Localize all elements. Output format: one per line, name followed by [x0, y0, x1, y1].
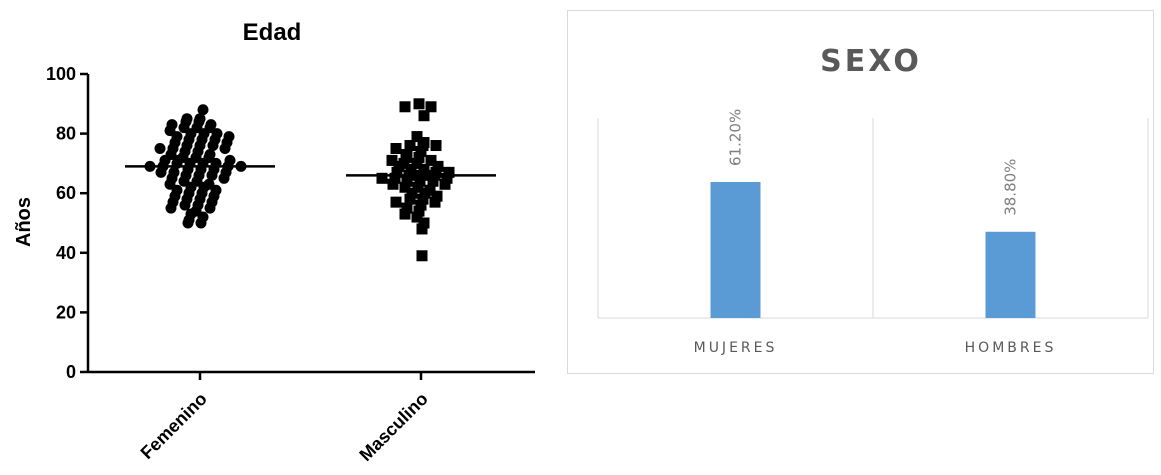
- bar-chart-bars: [710, 182, 1036, 318]
- scatter-point-masculino: [430, 140, 442, 152]
- scatter-point-masculino: [386, 154, 398, 166]
- bar-hombres: [985, 231, 1036, 318]
- scatter-point-masculino: [439, 178, 451, 190]
- scatter-y-tick-label: 80: [56, 124, 76, 144]
- scatter-point-masculino: [404, 140, 416, 152]
- scatter-category-label: Masculino: [355, 389, 431, 465]
- scatter-point-masculino: [415, 199, 427, 211]
- scatter-point-femenino: [204, 202, 216, 214]
- scatter-point-masculino: [416, 223, 428, 235]
- scatter-point-femenino: [207, 140, 219, 152]
- scatter-point-femenino: [182, 217, 194, 229]
- bar-data-label: 61.20%: [727, 109, 745, 166]
- scatter-point-femenino: [155, 166, 167, 178]
- bar-chart-category-labels: MUJERES HOMBRES: [694, 340, 1057, 356]
- scatter-point-masculino: [429, 196, 441, 208]
- scatter-point-masculino: [390, 196, 402, 208]
- scatter-point-femenino: [179, 199, 191, 211]
- scatter-point-masculino: [411, 211, 423, 223]
- bar-mujeres: [710, 182, 761, 318]
- scatter-point-masculino: [387, 178, 399, 190]
- scatter-y-tick-label: 0: [66, 362, 76, 382]
- scatter-point-masculino: [412, 181, 424, 193]
- scatter-y-tick-label: 60: [56, 183, 76, 203]
- scatter-point-masculino: [413, 205, 425, 217]
- scatter-chart-title: Edad: [243, 19, 302, 46]
- scatter-point-femenino: [195, 217, 207, 229]
- scatter-point-masculino: [417, 193, 429, 205]
- scatter-point-masculino: [406, 187, 418, 199]
- scatter-point-masculino: [414, 175, 426, 187]
- scatter-point-masculino: [425, 101, 437, 113]
- scatter-point-masculino: [413, 98, 425, 110]
- bar-data-label: 38.80%: [1002, 159, 1020, 216]
- scatter-y-tick-label: 40: [56, 243, 76, 263]
- sexo-bar-chart: SEXO 61.20% 38.80% MUJERES HOMBRES: [597, 44, 1149, 356]
- scatter-point-masculino: [401, 202, 413, 214]
- scatter-point-masculino: [404, 193, 416, 205]
- scatter-point-masculino: [418, 163, 430, 175]
- scatter-point-masculino: [411, 131, 423, 143]
- scatter-point-masculino: [415, 145, 427, 157]
- scatter-point-masculino: [401, 175, 413, 187]
- scatter-y-tick-label: 20: [56, 302, 76, 322]
- scatter-point-masculino: [393, 160, 405, 172]
- scatter-category-labels: Femenino Masculino: [137, 372, 432, 465]
- scatter-point-masculino: [405, 163, 417, 175]
- scatter-point-masculino: [419, 187, 431, 199]
- scatter-point-masculino: [376, 172, 388, 184]
- scatter-y-ticks: 0 20 40 60 80 100: [46, 64, 88, 382]
- scatter-point-femenino: [206, 169, 218, 181]
- scatter-point-masculino: [411, 157, 423, 169]
- scatter-point-masculino: [441, 172, 453, 184]
- scatter-point-masculino: [399, 208, 411, 220]
- scatter-point-masculino: [431, 190, 443, 202]
- scatter-axes: [86, 74, 535, 374]
- scatter-point-masculino: [400, 151, 412, 163]
- bar-category-label: HOMBRES: [965, 340, 1057, 356]
- scatter-point-femenino: [219, 143, 231, 154]
- scatter-category-label: Femenino: [137, 389, 211, 463]
- scatter-point-masculino: [413, 151, 425, 163]
- bar-chart-frame: [597, 118, 1149, 319]
- scatter-point-femenino: [218, 172, 230, 184]
- scatter-y-axis-label: Años: [13, 197, 35, 247]
- bar-chart-title: SEXO: [820, 44, 922, 79]
- edad-scatter-chart: Edad Años 0 20 40 60 80 100 Femenino Masculino: [13, 19, 535, 465]
- sexo-bar-chart-panel: SEXO 61.20% 38.80% MUJERES HOMBRES: [567, 10, 1154, 374]
- scatter-point-femenino: [154, 143, 166, 154]
- scatter-medians: [125, 165, 496, 177]
- scatter-point-masculino: [416, 250, 428, 262]
- scatter-point-femenino: [197, 104, 209, 116]
- scatter-point-masculino: [399, 181, 411, 193]
- scatter-point-masculino: [391, 166, 403, 178]
- bar-category-label: MUJERES: [694, 340, 778, 356]
- scatter-y-tick-label: 100: [46, 64, 76, 84]
- scatter-point-masculino: [418, 217, 430, 229]
- scatter-point-masculino: [418, 110, 430, 122]
- bar-chart-data-labels: 61.20% 38.80%: [727, 109, 1020, 216]
- scatter-point-masculino: [425, 154, 437, 166]
- scatter-point-masculino: [417, 140, 429, 152]
- scatter-point-masculino: [432, 160, 444, 172]
- scatter-points: [144, 98, 455, 262]
- scatter-point-masculino: [427, 175, 439, 187]
- scatter-point-femenino: [165, 202, 177, 214]
- scatter-point-masculino: [443, 166, 455, 178]
- scatter-point-masculino: [389, 172, 401, 184]
- scatter-point-masculino: [390, 143, 402, 154]
- scatter-point-masculino: [399, 101, 411, 113]
